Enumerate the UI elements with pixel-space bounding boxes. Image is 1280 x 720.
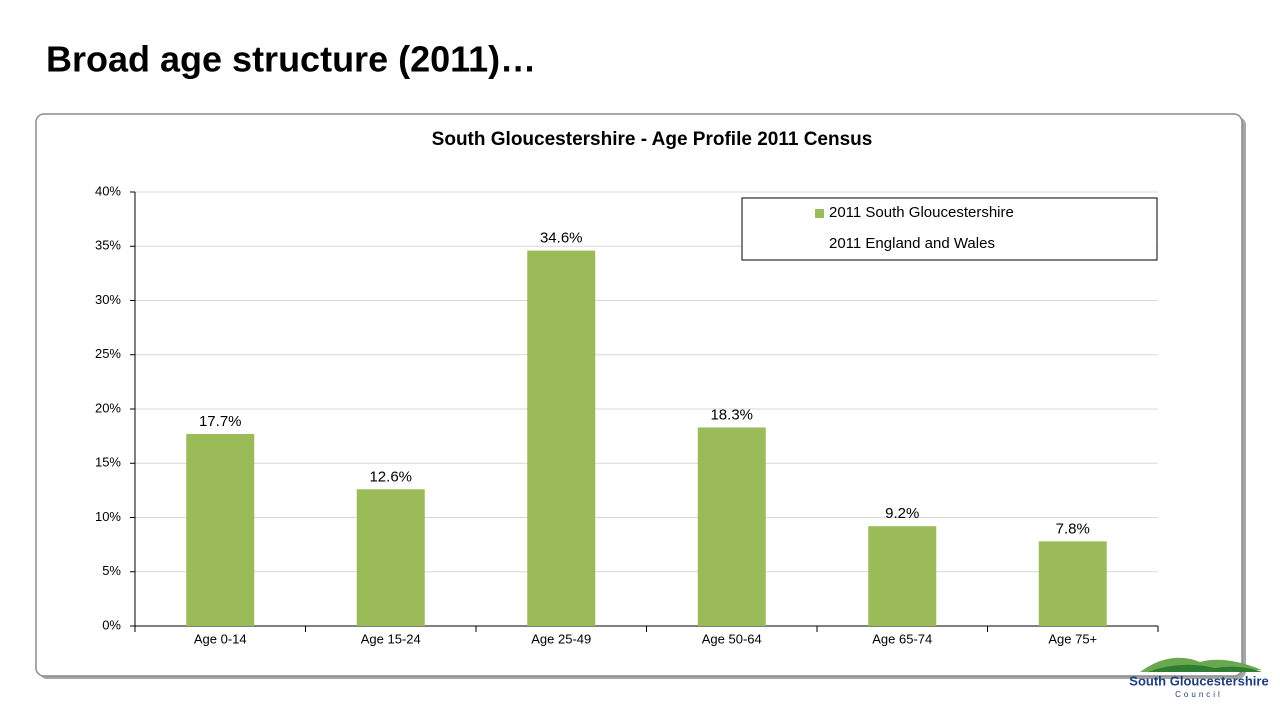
y-tick-label: 10% (95, 509, 121, 524)
x-tick-label: Age 15-24 (361, 631, 421, 646)
legend-box (741, 197, 1158, 261)
logo-subtitle: Council (1175, 690, 1223, 699)
y-tick-label: 30% (95, 292, 121, 307)
logo: South Gloucestershire Council (1129, 657, 1269, 699)
x-tick-label: Age 0-14 (194, 631, 247, 646)
x-tick-label: Age 50-64 (702, 631, 762, 646)
bar (356, 489, 425, 626)
legend-label: 2011 England and Wales (829, 235, 995, 252)
value-label: 9.2% (885, 505, 919, 522)
bar (1038, 541, 1107, 626)
bar (527, 250, 596, 626)
y-tick-label: 5% (102, 563, 121, 578)
chart-title: South Gloucestershire - Age Profile 2011… (432, 129, 873, 150)
slide-title: Broad age structure (2011)… (46, 39, 536, 80)
value-label: 17.7% (199, 413, 242, 430)
y-tick-label: 15% (95, 455, 121, 470)
x-tick-label: Age 65-74 (872, 631, 932, 646)
bar (697, 427, 766, 626)
y-tick-label: 20% (95, 400, 121, 415)
y-tick-label: 35% (95, 238, 121, 253)
y-tick-label: 0% (102, 617, 121, 632)
x-tick-label: Age 25-49 (531, 631, 591, 646)
legend-swatch (815, 209, 824, 218)
bar (186, 433, 255, 626)
y-tick-label: 40% (95, 183, 121, 198)
value-label: 7.8% (1056, 520, 1090, 537)
logo-name: South Gloucestershire (1129, 673, 1268, 688)
bar (868, 526, 937, 626)
logo-hills-dark (1148, 664, 1262, 672)
legend-label: 2011 South Gloucestershire (829, 204, 1014, 221)
value-label: 18.3% (710, 406, 753, 423)
y-tick-label: 25% (95, 346, 121, 361)
x-tick-label: Age 75+ (1048, 631, 1097, 646)
value-label: 34.6% (540, 230, 583, 247)
value-label: 12.6% (369, 468, 412, 485)
